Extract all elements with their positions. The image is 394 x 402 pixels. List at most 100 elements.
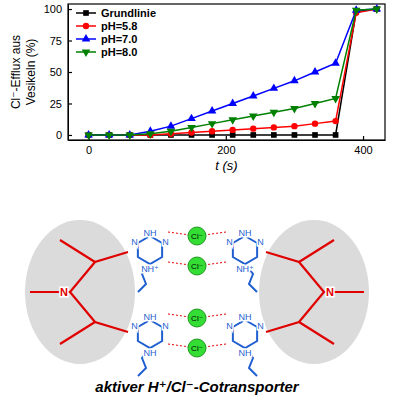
atom-label: NH⁺ xyxy=(141,264,159,274)
tick-mark xyxy=(363,136,364,140)
x-axis-title: t (s) xyxy=(215,158,237,173)
tick: 25 xyxy=(50,98,72,110)
marker xyxy=(290,106,299,113)
anion xyxy=(188,227,206,245)
atom-label: NH xyxy=(239,312,252,322)
caption: aktiver H⁺/Cl⁻-Cotransporter xyxy=(95,378,300,395)
atom-label: NH xyxy=(144,348,157,358)
tick-mark xyxy=(68,72,72,73)
tick-label: 400 xyxy=(354,144,372,156)
legend-label: pH=7.0 xyxy=(101,33,137,45)
ring xyxy=(233,236,257,264)
marker xyxy=(333,132,339,138)
series-line xyxy=(89,9,377,135)
atom-label: N xyxy=(162,237,169,247)
marker xyxy=(167,129,176,136)
atom-label: NH xyxy=(239,228,252,238)
plot-frame xyxy=(68,4,385,140)
legend-marker xyxy=(82,34,91,41)
series-line xyxy=(89,9,377,135)
tick: 200 xyxy=(217,136,235,156)
tick-mark xyxy=(68,9,72,10)
tick-label: 200 xyxy=(217,144,235,156)
marker xyxy=(270,110,279,117)
tick-mark xyxy=(226,136,227,140)
marker xyxy=(105,132,114,139)
anion-label: Cl⁻ xyxy=(191,232,203,241)
anion xyxy=(188,257,206,275)
atom-label: N xyxy=(131,237,138,247)
marker xyxy=(292,132,298,138)
legend-label: pH=5.8 xyxy=(101,20,137,32)
atom-label: N xyxy=(326,286,334,298)
legend: GrundliniepH=5.8pH=7.0pH=8.0 xyxy=(76,7,156,58)
anion xyxy=(188,309,206,327)
surface-blob xyxy=(25,220,135,364)
marker xyxy=(312,120,318,126)
atom-label: NH xyxy=(239,348,252,358)
y-axis-title: Cl⁻-Efflux aus xyxy=(9,35,23,109)
marker xyxy=(167,121,176,128)
atom-label: N xyxy=(162,321,169,331)
marker xyxy=(271,124,277,130)
atom-label: NH xyxy=(144,228,157,238)
marker xyxy=(312,132,318,138)
tick-label: 0 xyxy=(56,129,62,141)
plot-area xyxy=(84,4,381,140)
tick: 0 xyxy=(56,129,72,141)
marker xyxy=(228,117,237,124)
surface-blob xyxy=(259,220,369,364)
legend-marker xyxy=(82,50,91,57)
marker xyxy=(125,132,134,139)
atom-label: N xyxy=(257,237,264,247)
axis-line xyxy=(69,140,386,141)
marker xyxy=(331,96,340,103)
marker xyxy=(250,125,256,131)
marker xyxy=(290,76,299,83)
tick: 100 xyxy=(44,3,72,15)
diagram: NNNHNNH⁺NNHNNH⁺NNHNNHNNHNNHNCl⁻Cl⁻Cl⁻Cl⁻ xyxy=(25,220,369,376)
marker xyxy=(208,121,217,128)
legend-marker xyxy=(83,23,89,29)
marker xyxy=(352,8,361,15)
marker xyxy=(250,132,256,138)
marker xyxy=(271,132,277,138)
marker xyxy=(332,118,338,124)
marker xyxy=(249,114,258,121)
legend-marker xyxy=(83,10,89,16)
tick: 75 xyxy=(50,35,72,47)
marker xyxy=(311,67,320,74)
anion xyxy=(188,339,206,357)
series-line xyxy=(89,9,377,135)
tick-mark xyxy=(68,135,72,136)
cage-bond xyxy=(266,240,364,344)
cage-bond xyxy=(30,240,128,344)
ring xyxy=(233,320,257,348)
series-line xyxy=(89,9,377,135)
atom-label: N xyxy=(226,321,233,331)
marker xyxy=(187,114,196,121)
atom-label: N xyxy=(257,321,264,331)
marker xyxy=(291,123,297,129)
atom-label: N xyxy=(131,321,138,331)
anion-label: Cl⁻ xyxy=(191,314,203,323)
anion-label: Cl⁻ xyxy=(191,262,203,271)
marker xyxy=(208,106,217,113)
marker xyxy=(249,91,258,98)
figure: 02004000255075100t (s)Cl⁻-Efflux ausVesi… xyxy=(0,0,394,402)
tick-label: 75 xyxy=(50,35,62,47)
marker xyxy=(331,58,340,65)
y-axis-title: Vesikeln (%) xyxy=(24,39,38,106)
legend-label: pH=8.0 xyxy=(101,46,137,58)
tick-mark xyxy=(68,103,72,104)
marker xyxy=(209,128,215,134)
y-axis: 0255075100 xyxy=(44,3,72,141)
atom-label: NH xyxy=(144,312,157,322)
marker xyxy=(84,132,93,139)
ring xyxy=(138,320,162,348)
tick-mark xyxy=(68,40,72,41)
marker xyxy=(187,125,196,132)
tick: 400 xyxy=(354,136,372,156)
legend-label: Grundlinie xyxy=(101,7,156,19)
marker xyxy=(229,127,235,133)
